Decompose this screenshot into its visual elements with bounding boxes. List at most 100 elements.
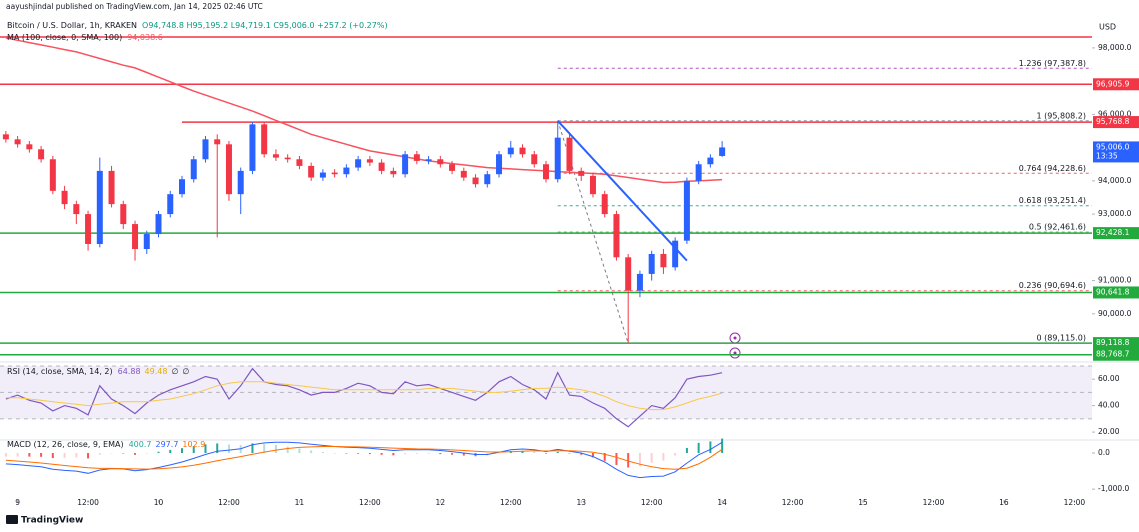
publisher-line: aayushjindal published on TradingView.co… (6, 2, 263, 11)
fib-label: 1 (95,808.2) (1037, 111, 1087, 120)
candle-body (543, 164, 549, 180)
rsi-line (5, 381, 723, 411)
candle-body (108, 170, 115, 205)
candle-body (272, 154, 279, 158)
macd-line (5, 446, 723, 470)
x-tick-label: 16 (999, 498, 1009, 507)
rsi-legend: RSI (14, close, SMA, 14, 2) 64.88 49.48 ∅ ∅ (7, 367, 189, 376)
candle-body (343, 167, 350, 175)
macd-histogram-bar (75, 453, 78, 458)
macd-histogram-bar (674, 453, 677, 456)
rsi-line (5, 367, 723, 428)
macd-histogram-bar (227, 444, 230, 454)
ma-legend: MA (100, close, 0, SMA, 100) 94,038.6 (7, 33, 163, 42)
macd-histogram-bar (345, 453, 348, 454)
candle-body (2, 134, 9, 140)
moving-average (5, 37, 723, 184)
y-tick-label: 90,000.0 (1098, 309, 1132, 318)
y-tick-label: 94,000.0 (1098, 176, 1132, 185)
candle-body (707, 157, 714, 165)
ma-title: MA (100, close, 0, SMA, 100) (7, 33, 122, 42)
macd-histogram-bar (662, 453, 665, 461)
fib-label: 0.618 (93,251.4) (1019, 196, 1086, 205)
macd-histogram-bar (545, 453, 547, 454)
macd-histogram-bar (533, 451, 536, 454)
macd-histogram-bar (51, 453, 54, 459)
candle-body (507, 147, 514, 155)
macd-histogram-bar (427, 453, 430, 454)
macd-histogram-bar (286, 446, 289, 454)
macd-histogram-bar (204, 444, 207, 454)
macd-hist-value: 400.7 (129, 440, 152, 449)
candle-body (695, 164, 702, 181)
price-tag (1093, 141, 1139, 163)
macd-histogram-bar (63, 453, 66, 458)
candle-body (413, 154, 420, 161)
level-tag (1093, 116, 1139, 129)
candle-body (38, 149, 45, 160)
candle-body (202, 139, 209, 160)
level-tag (1093, 78, 1139, 91)
symbol-title: Bitcoin / U.S. Dollar, 1h, KRAKEN (7, 21, 137, 30)
macd-histogram-bar (122, 453, 125, 454)
candle-body (578, 170, 585, 176)
macd-histogram-bar (263, 443, 266, 454)
x-tick-label: 12 (436, 498, 446, 507)
macd-histogram-bar (110, 453, 113, 454)
candle-body (531, 154, 538, 165)
macd-signal-value: 102.9 (182, 440, 205, 449)
level-tag-label: 89,118.8 (1096, 338, 1130, 347)
macd-histogram-bar (181, 448, 183, 454)
brand-logo (6, 515, 18, 524)
rsi-ma-value: 49.48 (145, 367, 168, 376)
y-tick-label: -1,000.0 (1098, 484, 1130, 493)
price-tag-label: 95,006.0 (1096, 142, 1130, 151)
ohlc-values: O94,748.8 H95,195.2 L94,719.1 C95,006.0 … (142, 21, 388, 30)
macd-histogram-bar (321, 451, 324, 454)
macd-histogram-bar (40, 453, 43, 457)
candle-body (308, 165, 315, 178)
candle-body (167, 194, 174, 215)
candle-body (14, 139, 21, 145)
candle-body (378, 162, 385, 171)
candle-body (132, 224, 139, 249)
candle-body (143, 234, 150, 249)
macd-histogram-bar (310, 450, 313, 454)
macd-histogram-bar (685, 447, 688, 454)
level-tag (1093, 337, 1139, 350)
currency: USD (1099, 23, 1116, 32)
candle-body (484, 174, 491, 185)
macd-line (5, 441, 723, 479)
y-tick-label: 40.00 (1098, 401, 1120, 410)
candle-body (155, 214, 162, 235)
candle-body (355, 159, 362, 168)
trendline (557, 120, 688, 262)
macd-histogram-bar (591, 453, 594, 458)
macd-histogram-bar (627, 453, 630, 468)
candle-body (331, 172, 338, 175)
macd-histogram-bar (650, 453, 653, 463)
fib-label: 0.5 (92,461.6) (1029, 222, 1086, 231)
candle-body (566, 137, 573, 171)
macd-histogram-bar (298, 448, 301, 454)
macd-histogram-bar (87, 453, 90, 459)
candle-body (683, 180, 690, 241)
x-tick-label: 12:00 (359, 498, 381, 507)
macd-histogram-bar (216, 443, 219, 454)
candle-body (120, 204, 127, 225)
candle-body (402, 154, 409, 175)
candle-body (425, 159, 432, 161)
candle-body (472, 177, 479, 185)
macd-histogram-bar (274, 445, 277, 454)
macd-histogram-bar (368, 453, 371, 455)
macd-histogram-bar (498, 453, 501, 454)
macd-histogram-bar (451, 453, 454, 455)
macd-histogram-bar (568, 453, 571, 454)
candle-body (190, 159, 197, 180)
x-tick-label: 9 (15, 498, 20, 507)
candle-body (249, 124, 256, 171)
macd-histogram-bar (603, 453, 606, 461)
macd-histogram-bar (357, 453, 360, 454)
